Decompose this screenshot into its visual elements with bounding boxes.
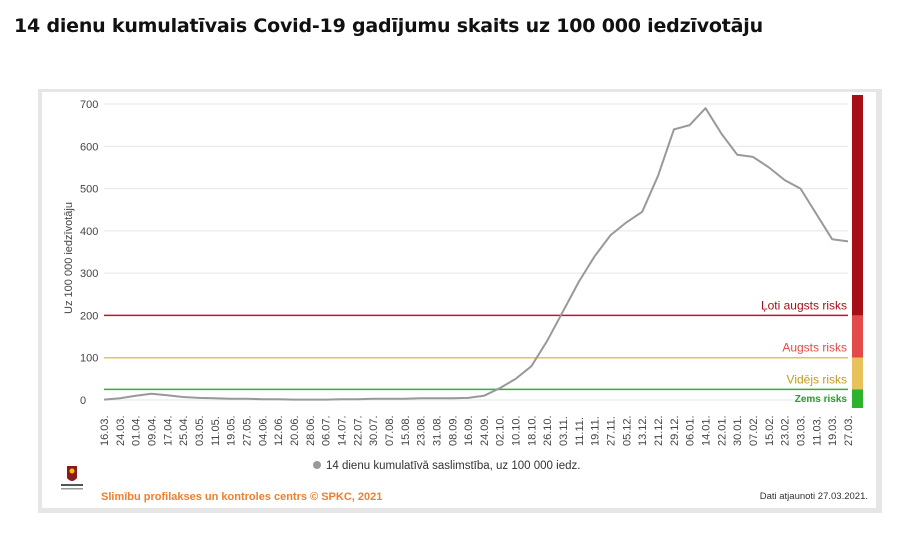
x-tick-label: 30.01. — [732, 415, 744, 446]
x-tick-label: 29.12. — [669, 415, 681, 446]
x-tick-label: 07.02. — [748, 415, 760, 446]
x-tick-label: 30.07. — [368, 415, 380, 446]
x-tick-label: 10.10. — [511, 415, 523, 446]
x-tick-label: 11.03. — [811, 416, 823, 446]
x-tick-label: 09.04. — [146, 415, 158, 446]
spkc-logo-icon — [52, 462, 92, 502]
x-tick-label: 18.10. — [526, 415, 538, 446]
x-tick-label: 08.09. — [447, 415, 459, 446]
x-tick-label: 14.01. — [701, 415, 713, 446]
risk-band-label: Zems risks — [795, 394, 848, 405]
y-tick-label: 100 — [80, 353, 98, 365]
x-tick-label: 26.10. — [542, 415, 554, 446]
chart-panel — [42, 92, 876, 508]
x-tick-label: 12.06. — [273, 415, 285, 446]
x-tick-label: 16.09. — [463, 415, 475, 446]
incidence-line — [103, 107, 849, 401]
x-tick-label: 17.04. — [162, 415, 174, 446]
x-tick-label: 24.09. — [479, 415, 491, 446]
risk-band — [852, 95, 863, 316]
risk-band-label: Ļoti augsts risks — [761, 298, 847, 312]
x-tick-label: 11.11. — [574, 417, 586, 446]
x-tick-label: 27.11. — [606, 416, 618, 446]
legend[interactable]: 14 dienu kumulatīvā saslimstība, uz 100 … — [313, 460, 580, 472]
x-tick-label: 19.11. — [590, 416, 602, 446]
risk-band-bar — [852, 95, 863, 408]
y-tick-label: 0 — [80, 395, 86, 407]
grid-lines — [104, 103, 848, 401]
x-tick-label: 31.08. — [431, 415, 443, 446]
x-tick-label: 23.02. — [780, 415, 792, 446]
x-tick-label: 28.06. — [305, 415, 317, 446]
risk-band-label: Vidējs risks — [787, 372, 847, 386]
x-tick-label: 16.03. — [99, 415, 111, 446]
x-tick-labels: 16.03. 24.03. 01.04. 09.04. 17.04. 25.04. 03.0… — [99, 415, 855, 446]
y-tick-label: 200 — [80, 310, 98, 322]
x-tick-label: 19.03. — [827, 415, 839, 446]
x-tick-label: 23.08. — [416, 415, 428, 446]
x-tick-label: 06.01. — [685, 415, 697, 446]
source-credit: Slimību profilakses un kontroles centrs … — [101, 491, 383, 503]
x-tick-label: 15.08. — [400, 415, 412, 446]
x-tick-label: 03.05. — [194, 415, 206, 446]
x-tick-label: 24.03. — [115, 415, 127, 446]
x-tick-label: 04.06. — [257, 415, 269, 446]
update-date: Dati atjaunoti 27.03.2021. — [759, 491, 868, 502]
x-tick-label: 22.01. — [716, 415, 728, 446]
risk-band — [852, 389, 863, 408]
y-tick-label: 500 — [80, 184, 98, 196]
x-tick-label: 20.06. — [289, 415, 301, 446]
page-title: 14 dienu kumulatīvais Covid-19 gadījumu … — [14, 15, 763, 37]
risk-band-labels: Ļoti augsts risks Augsts risks Vidējs risk… — [761, 298, 847, 405]
x-tick-label: 27.05. — [241, 415, 253, 446]
y-tick-label: 600 — [80, 141, 98, 153]
y-tick-label: 700 — [80, 99, 98, 111]
legend-label: 14 dienu kumulatīvā saslimstība, uz 100 … — [326, 460, 580, 472]
y-tick-label: 400 — [80, 226, 98, 238]
x-tick-label: 06.07. — [321, 415, 333, 446]
x-tick-label: 02.10. — [495, 415, 507, 446]
x-tick-label: 27.03. — [843, 415, 855, 446]
x-tick-label: 22.07. — [352, 415, 364, 446]
x-tick-label: 07.08. — [384, 415, 396, 446]
legend-marker-icon — [313, 461, 321, 469]
x-tick-label: 03.03. — [796, 415, 808, 446]
x-tick-label: 25.04. — [178, 415, 190, 446]
x-tick-label: 15.02. — [764, 415, 776, 446]
risk-band — [852, 357, 863, 390]
x-tick-label: 19.05. — [226, 415, 238, 446]
risk-band-label: Augsts risks — [782, 341, 847, 355]
x-tick-label: 05.12. — [621, 415, 633, 446]
risk-band — [852, 315, 863, 358]
x-tick-label: 21.12. — [653, 415, 665, 446]
y-tick-label: 300 — [80, 268, 98, 280]
x-tick-label: 11.05. — [210, 416, 222, 446]
y-axis-label: Uz 100 000 iedzīvotāju — [63, 202, 75, 314]
x-tick-label: 14.07. — [336, 415, 348, 446]
x-tick-label: 01.04. — [131, 415, 143, 446]
x-tick-label: 13.12. — [637, 415, 649, 446]
risk-threshold-lines — [104, 314, 848, 391]
x-tick-label: 03.11. — [558, 416, 570, 446]
y-tick-labels: 0 100 200 300 400 500 600 700 — [80, 99, 98, 407]
